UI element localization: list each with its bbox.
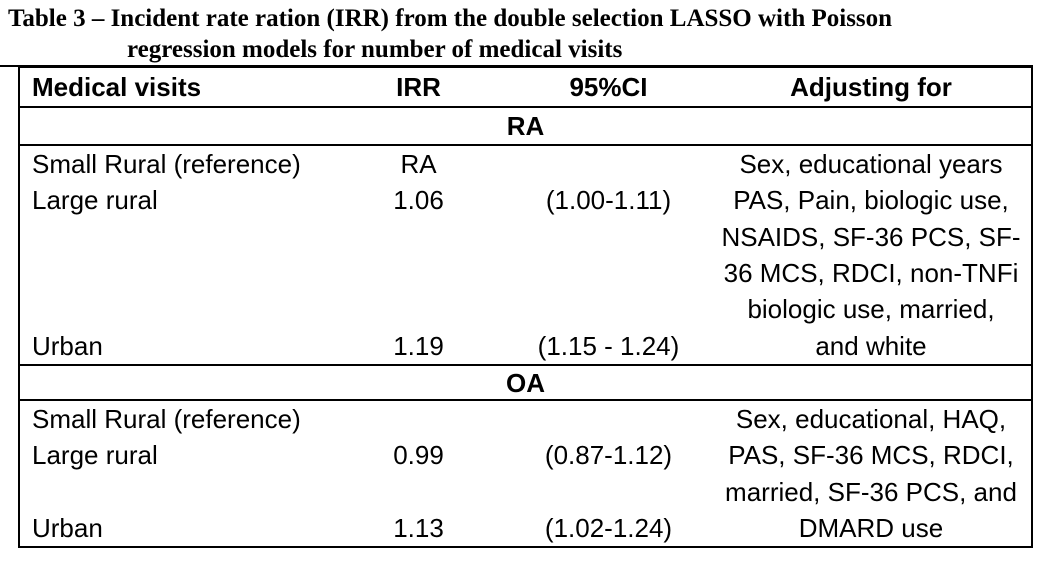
col-header-ci: 95%CI xyxy=(569,72,648,102)
adjusting-line: PAS, Pain, biologic use, xyxy=(733,185,1009,216)
section-body-ra: Small Rural (reference) RA Large rural 1… xyxy=(20,146,1031,366)
adjusting-line: Sex, educational years xyxy=(739,149,1003,180)
row-visits: Urban xyxy=(32,512,103,543)
row-visits: Large rural xyxy=(32,440,158,471)
adjusting-line: biologic use, married, xyxy=(747,294,995,325)
row-ci xyxy=(506,146,711,182)
row-visits: Large rural xyxy=(32,185,158,216)
row-irr: 1.06 xyxy=(393,185,444,216)
adjusting-line: NSAIDS, SF-36 PCS, SF- xyxy=(721,221,1021,252)
row-ci: (1.00-1.11) xyxy=(545,185,672,216)
table-header-row: Medical visits IRR 95%CI Adjusting for xyxy=(20,68,1031,108)
col-header-irr: IRR xyxy=(396,72,441,102)
row-ci: (1.15 - 1.24) xyxy=(537,330,680,361)
row-irr xyxy=(331,401,506,437)
section-body-oa: Small Rural (reference) Large rural 0.99… xyxy=(20,401,1031,546)
row-visits: Small Rural (reference) xyxy=(32,404,301,435)
row-visits: Small Rural (reference) xyxy=(32,149,301,180)
adjusting-line: 36 MCS, RDCI, non-TNFi xyxy=(723,258,1019,289)
row-ci: (1.02-1.24) xyxy=(544,512,673,543)
adjusting-line: and white xyxy=(815,330,927,361)
adjusting-line: married, SF-36 PCS, and xyxy=(725,476,1017,507)
row-irr: RA xyxy=(400,149,437,180)
col-header-medical-visits: Medical visits xyxy=(32,72,202,102)
col-header-adjusting: Adjusting for xyxy=(790,72,952,102)
row-visits: Urban xyxy=(32,330,103,361)
row-irr: 0.99 xyxy=(393,440,444,471)
section-header-oa: OA xyxy=(20,366,1031,401)
adjusting-line: DMARD use xyxy=(798,512,944,543)
adjusting-line: Sex, educational, HAQ, xyxy=(735,404,1007,435)
adjusting-line: PAS, SF-36 MCS, RDCI, xyxy=(728,440,1014,471)
data-table: Medical visits IRR 95%CI Adjusting for R… xyxy=(18,66,1033,548)
section-header-ra: RA xyxy=(20,108,1031,146)
row-ci xyxy=(506,401,711,437)
row-ci: (0.87-1.12) xyxy=(544,440,673,471)
row-irr: 1.13 xyxy=(393,512,444,543)
caption-line-1: Table 3 – Incident rate ration (IRR) fro… xyxy=(8,5,893,32)
caption-line-2: regression models for number of medical … xyxy=(127,36,623,63)
table-caption: Table 3 – Incident rate ration (IRR) fro… xyxy=(8,3,1051,65)
row-irr: 1.19 xyxy=(393,330,444,361)
